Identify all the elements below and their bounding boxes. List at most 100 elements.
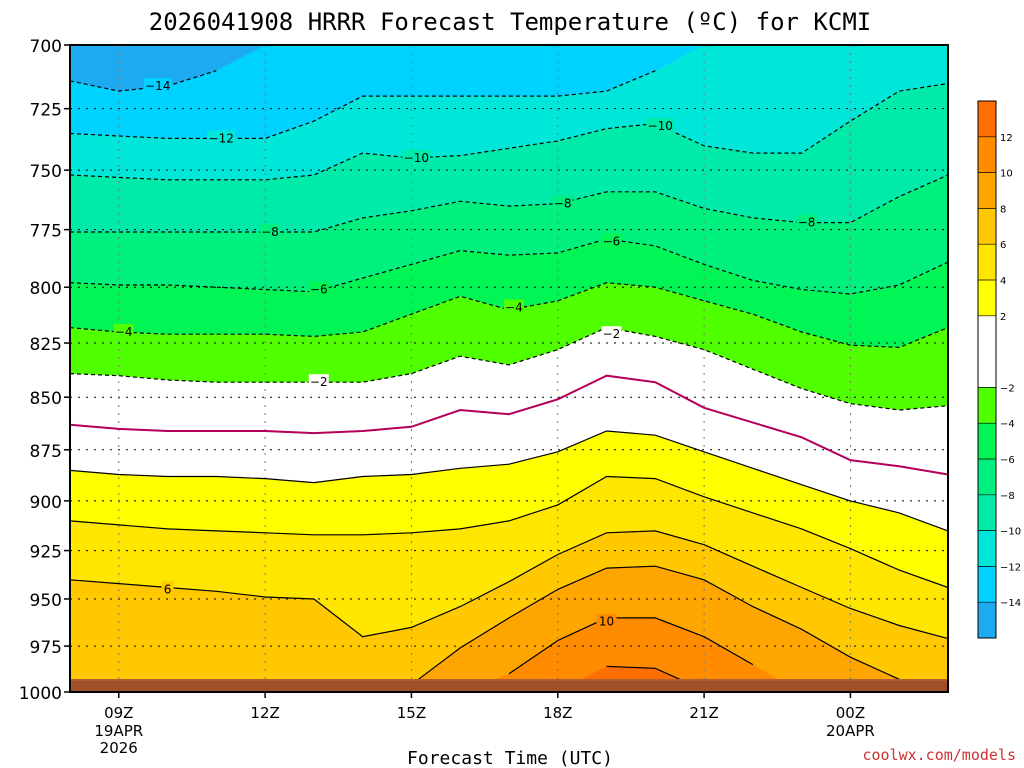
- contour-label: −6: [310, 282, 328, 296]
- x-tick-label: 18Z: [543, 704, 572, 722]
- isotherm--10: [69, 82, 949, 181]
- contour-label: −4: [505, 301, 523, 315]
- isotherm-10: [508, 617, 754, 675]
- contour-label: −4: [115, 325, 133, 339]
- contour-label-bg-2: [402, 150, 431, 166]
- colorbar-band--2: [978, 315, 996, 388]
- colorbar-frame: [977, 100, 997, 639]
- x-axis-label: Forecast Time (UTC): [407, 748, 613, 768]
- isotherm-0: [69, 374, 949, 476]
- contour-label: −10: [648, 119, 673, 133]
- colorbar-tick-label: 4: [1000, 276, 1006, 287]
- x-tick-label: 12Z: [250, 704, 279, 722]
- colorbar-band--14: [978, 566, 996, 603]
- colorbar-tick-label: −6: [1000, 455, 1015, 466]
- contour-label: −14: [145, 79, 170, 93]
- x-tick-label: 15Z: [397, 704, 426, 722]
- y-axis: 700 725 750 775 800 825 850 875 900 925 950 975 1000: [19, 37, 70, 704]
- contour-label: −2: [310, 375, 328, 389]
- contour-label: −8: [554, 197, 572, 211]
- band-fill-10: [70, 617, 948, 692]
- contour-label: 6: [164, 582, 172, 596]
- colorbar-tick-label: −12: [1000, 562, 1021, 573]
- colorbar-band--16: [978, 602, 996, 638]
- isotherm-4: [69, 475, 949, 589]
- chart-title: 2026041908 HRRR Forecast Temperature (ºC…: [149, 8, 871, 36]
- contour-label-bg-14: [596, 613, 617, 629]
- colorbar-tick-label: −14: [1000, 598, 1021, 609]
- contour-label-bg-9: [113, 324, 134, 340]
- contour-label: −8: [261, 225, 279, 239]
- colorbar-tick-label: 6: [1000, 240, 1006, 251]
- plot-frame: [69, 44, 949, 693]
- x-tick-label: 00Z: [836, 704, 865, 722]
- isotherm--14: [69, 70, 217, 92]
- contour-label-bg-12: [601, 326, 622, 342]
- x-tick-sublabel: 19APR: [94, 722, 143, 740]
- colorbar-band-2: [978, 280, 996, 316]
- isotherm--8: [70, 174, 949, 233]
- ground-surface: [70, 679, 948, 692]
- y-tick-label: 1000: [19, 684, 62, 704]
- colorbar-tick-label: −10: [1000, 527, 1021, 538]
- contour-label: 10: [599, 615, 614, 629]
- ground-band: [70, 680, 948, 692]
- colorbar-band--12: [978, 530, 996, 567]
- colorbar-band-8: [978, 172, 996, 209]
- y-tick-label: 900: [30, 493, 62, 513]
- y-tick-label: 950: [30, 591, 62, 611]
- colorbar-tick-label: −4: [1000, 419, 1015, 430]
- isotherm-2: [69, 430, 949, 532]
- colorbar-tick-label: −2: [1000, 383, 1015, 394]
- colorbar-tick-label: 10: [1000, 169, 1013, 180]
- y-tick-label: 850: [30, 389, 62, 409]
- contour-label-bg-4: [259, 223, 280, 239]
- y-tick-label: 700: [30, 37, 62, 57]
- colorbar-band--6: [978, 423, 996, 459]
- contour-label: −6: [603, 234, 621, 248]
- colorbar-band-10: [978, 136, 996, 173]
- colorbar-band-6: [978, 208, 996, 245]
- contour-label-bg-13: [161, 581, 174, 597]
- isotherm--12: [69, 70, 656, 139]
- y-tick-label: 925: [30, 543, 62, 563]
- contour-label-bg-5: [552, 195, 573, 211]
- colorbar-band--8: [978, 459, 996, 495]
- contour-label-bg-10: [503, 299, 524, 315]
- y-tick-label: 800: [30, 279, 62, 299]
- x-tick-sublabel: 2026: [100, 739, 138, 757]
- isotherm-8: [411, 565, 900, 686]
- isotherm--4: [69, 282, 949, 349]
- y-tick-label: 875: [30, 442, 62, 462]
- contour-label-bg-0: [143, 77, 172, 93]
- contour-label-bg-1: [207, 130, 236, 146]
- colorbar: −14 −12 −10 −8 −6 −4 −2 2 4 6 8 10 12: [977, 100, 1021, 639]
- y-tick-label: 975: [30, 638, 62, 658]
- colorbar-tick-label: 12: [1000, 133, 1013, 144]
- colorbar-band--10: [978, 494, 996, 531]
- contour-labels: −14 −12 −10 −10 −8 −8 −8 −6 −6 −4 −4 −2 −2 6 10: [113, 77, 817, 629]
- plot-fill: [70, 45, 948, 692]
- colorbar-tick-label: 8: [1000, 204, 1006, 215]
- contour-label: −12: [209, 131, 234, 145]
- y-tick-label: 725: [30, 101, 62, 121]
- colorbar-band-4: [978, 244, 996, 280]
- y-tick-label: 750: [30, 162, 62, 182]
- contour-label-bg-3: [646, 118, 675, 134]
- credit-text: coolwx.com/models: [862, 746, 1016, 764]
- contour-label-bg-7: [308, 281, 329, 297]
- colorbar-tick-label: −8: [1000, 491, 1015, 502]
- isotherm-6: [69, 530, 949, 640]
- contour-label: −8: [798, 216, 816, 230]
- contour-label-bg-8: [601, 233, 622, 249]
- colorbar-tick-label: 2: [1000, 312, 1006, 323]
- y-tick-label: 825: [30, 335, 62, 355]
- contour-lines: [69, 70, 949, 691]
- contour-label-bg-11: [308, 374, 329, 390]
- x-tick-sublabel: 20APR: [826, 722, 875, 740]
- contour-label-bg-6: [796, 214, 817, 230]
- y-tick-label: 775: [30, 222, 62, 242]
- isotherm--2: [69, 326, 949, 411]
